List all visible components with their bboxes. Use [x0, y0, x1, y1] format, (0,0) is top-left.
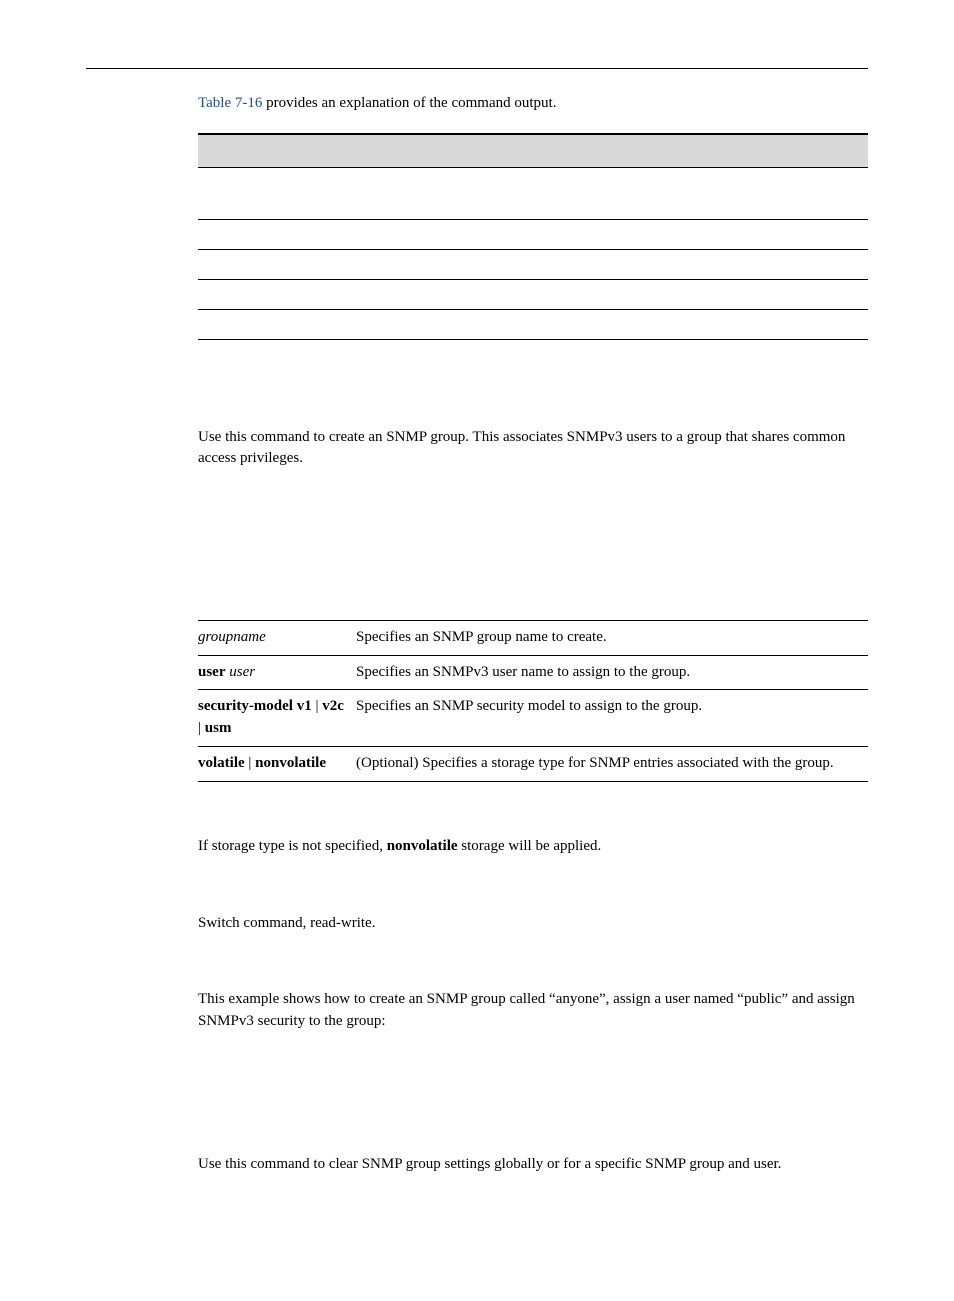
table-cell	[706, 280, 868, 310]
table-cell	[706, 250, 868, 280]
example-heading: Example	[198, 961, 868, 986]
parameter-row: user userSpecifies an SNMPv3 user name t…	[198, 655, 868, 690]
parameter-row: groupnameSpecifies an SNMP group name to…	[198, 620, 868, 655]
footer-left: SecureStack C3 Configuration Guide	[86, 1178, 265, 1192]
parameters-heading: Parameters	[198, 591, 868, 616]
command-description-clear: Use this command to clear SNMP group set…	[198, 1154, 868, 1176]
table-cell: Group Name	[198, 250, 356, 280]
parameter-name: volatile | nonvolatile	[198, 746, 356, 781]
syntax-heading-clear: Syntax	[198, 1202, 868, 1227]
example-code: C3(rw)->set snmp group anyone user publi…	[198, 1047, 868, 1067]
table-cell: User Name	[198, 220, 356, 250]
output-details-table: Table 7-16 show snmp group Output Detail…	[198, 133, 868, 340]
page: clear snmp group Table 7-16 provides an …	[0, 0, 954, 1235]
command-heading-clear: clear snmp group	[198, 1111, 868, 1146]
table-row: Security ModelSNMP version associated wi…	[198, 191, 868, 220]
example-text: This example shows how to create an SNMP…	[198, 989, 868, 1033]
parameter-description: Specifies an SNMP group name to create.	[356, 620, 868, 655]
defaults-pre: If storage type is not specified,	[198, 838, 387, 854]
table-cell: SNMPv3 user name associated with this gr…	[356, 220, 706, 250]
table-caption-row: Table 7-16 show snmp group Output Detail…	[198, 167, 868, 190]
parameters-heading-clear: Parameters	[198, 1276, 868, 1301]
command-heading-set: set snmp group	[198, 384, 868, 419]
table-cell: Whether storage is in nonVolatile or Vol…	[356, 280, 706, 310]
table-cell	[706, 191, 868, 220]
table-header-row: Output What It Displays…	[198, 134, 868, 168]
parameter-description: Specifies an SNMP security model to assi…	[356, 690, 868, 747]
table-caption: Table 7-16 show snmp group Output Detail…	[198, 167, 868, 190]
col-header-3	[706, 134, 868, 168]
page-footer: SecureStack C3 Configuration Guide 7-21	[86, 1178, 868, 1193]
mode-text: Switch command, read-write.	[198, 913, 868, 935]
table-cell: SNMP version associated with this group.	[356, 191, 706, 220]
syntax-heading: Syntax	[198, 496, 868, 521]
table-cell: Row Status	[198, 309, 356, 339]
parameter-row: security-model v1 | v2c | usmSpecifies a…	[198, 690, 868, 747]
table-cell: Storage Type	[198, 280, 356, 310]
parameter-description: Specifies an SNMPv3 user name to assign …	[356, 655, 868, 690]
intro-sentence: Table 7-16 provides an explanation of th…	[198, 93, 868, 115]
defaults-bold: nonvolatile	[387, 838, 458, 854]
col-header-2: What It Displays…	[356, 134, 706, 168]
mode-heading: Mode	[198, 884, 868, 909]
table-cell: Security Model	[198, 191, 356, 220]
table-row: Group NameName of this SNMP group.	[198, 250, 868, 280]
defaults-heading: Defaults	[198, 808, 868, 833]
syntax-line-clear: clear snmp group groupname user [securit…	[198, 1230, 868, 1250]
parameter-name: groupname	[198, 620, 356, 655]
footer-page-number: 7-21	[846, 1178, 868, 1193]
table-row: Row StatusStatus of this entry: active, …	[198, 309, 868, 339]
table-row: Storage TypeWhether storage is in nonVol…	[198, 280, 868, 310]
command-description-set: Use this command to create an SNMP group…	[198, 427, 868, 471]
parameter-description: (Optional) Specifies a storage type for …	[356, 746, 868, 781]
parameter-name: security-model v1 | v2c | usm	[198, 690, 356, 747]
table-cell: Name of this SNMP group.	[356, 250, 706, 280]
table-row: User NameSNMPv3 user name associated wit…	[198, 220, 868, 250]
table-cell	[706, 309, 868, 339]
page-header: clear snmp group	[86, 50, 868, 69]
intro-tail: provides an explanation of the command o…	[262, 95, 556, 111]
running-title: clear snmp group	[777, 44, 868, 60]
parameters-table: groupnameSpecifies an SNMP group name to…	[198, 620, 868, 782]
parameter-row: volatile | nonvolatile(Optional) Specifi…	[198, 746, 868, 781]
syntax-line: set snmp group groupname user user secur…	[198, 525, 868, 566]
parameter-name: user user	[198, 655, 356, 690]
defaults-post: storage will be applied.	[458, 838, 602, 854]
body-column: Table 7-16 provides an explanation of th…	[198, 93, 868, 1301]
defaults-text: If storage type is not specified, nonvol…	[198, 836, 868, 858]
table-cell: Status of this entry: active, notInServi…	[356, 309, 706, 339]
table-crossref-link[interactable]: Table 7-16	[198, 95, 262, 111]
col-header-1: Output	[198, 134, 356, 168]
table-cell	[706, 220, 868, 250]
